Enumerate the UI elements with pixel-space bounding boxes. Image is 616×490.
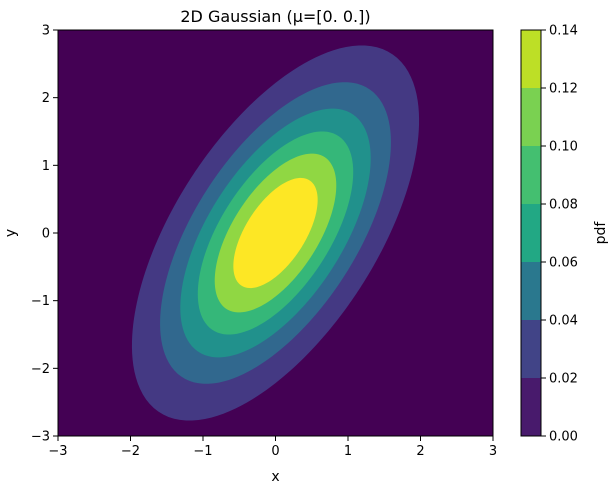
colorbar-bands	[521, 30, 541, 436]
x-tick-label: 1	[344, 444, 352, 459]
colorbar-tick-label: 0.02	[549, 372, 578, 387]
colorbar-band-1	[521, 320, 541, 378]
x-tick-label: 3	[489, 444, 497, 459]
x-axis-label: x	[271, 469, 279, 485]
x-axis: −3 −2 −1 0 1 2 3	[48, 436, 497, 459]
colorbar-tick-label: 0.04	[549, 314, 578, 329]
colorbar-band-4	[521, 146, 541, 204]
colorbar-frame	[520, 29, 542, 437]
y-axis-label: y	[3, 229, 19, 237]
colorbar-label: pdf	[593, 221, 609, 245]
x-tick-label: −1	[193, 444, 212, 459]
colorbar-ticks: 0.00 0.02 0.04 0.06 0.08 0.10 0.12 0.14	[541, 24, 578, 445]
y-tick-label: 1	[42, 159, 50, 174]
colorbar: 0.00 0.02 0.04 0.06 0.08 0.10 0.12 0.14 pdf	[520, 24, 609, 445]
colorbar-band-5	[521, 88, 541, 146]
chart-title: 2D Gaussian (μ=[0. 0.])	[180, 7, 370, 26]
y-tick-label: 2	[42, 91, 50, 106]
colorbar-band-3	[521, 204, 541, 262]
contour-fill-group	[58, 30, 493, 436]
x-tick-label: −2	[121, 444, 140, 459]
colorbar-tick-label: 0.06	[549, 256, 578, 271]
colorbar-tick-label: 0.14	[549, 24, 578, 39]
plot-area	[57, 29, 494, 437]
colorbar-tick-label: 0.12	[549, 82, 578, 97]
y-tick-label: 0	[42, 227, 50, 242]
x-tick-label: −3	[48, 444, 67, 459]
y-axis: −3 −2 −1 0 1 2 3	[31, 24, 58, 445]
colorbar-tick-label: 0.08	[549, 198, 578, 213]
x-tick-label: 2	[416, 444, 424, 459]
colorbar-band-0	[521, 378, 541, 436]
y-tick-label: −1	[31, 294, 50, 309]
y-tick-label: −3	[31, 430, 50, 445]
y-tick-label: −2	[31, 362, 50, 377]
colorbar-band-2	[521, 262, 541, 320]
contour-band-6	[233, 177, 318, 289]
x-tick-label: 0	[271, 444, 279, 459]
colorbar-band-6	[521, 30, 541, 88]
y-tick-label: 3	[42, 24, 50, 39]
colorbar-tick-label: 0.00	[549, 430, 578, 445]
colorbar-tick-label: 0.10	[549, 140, 578, 155]
